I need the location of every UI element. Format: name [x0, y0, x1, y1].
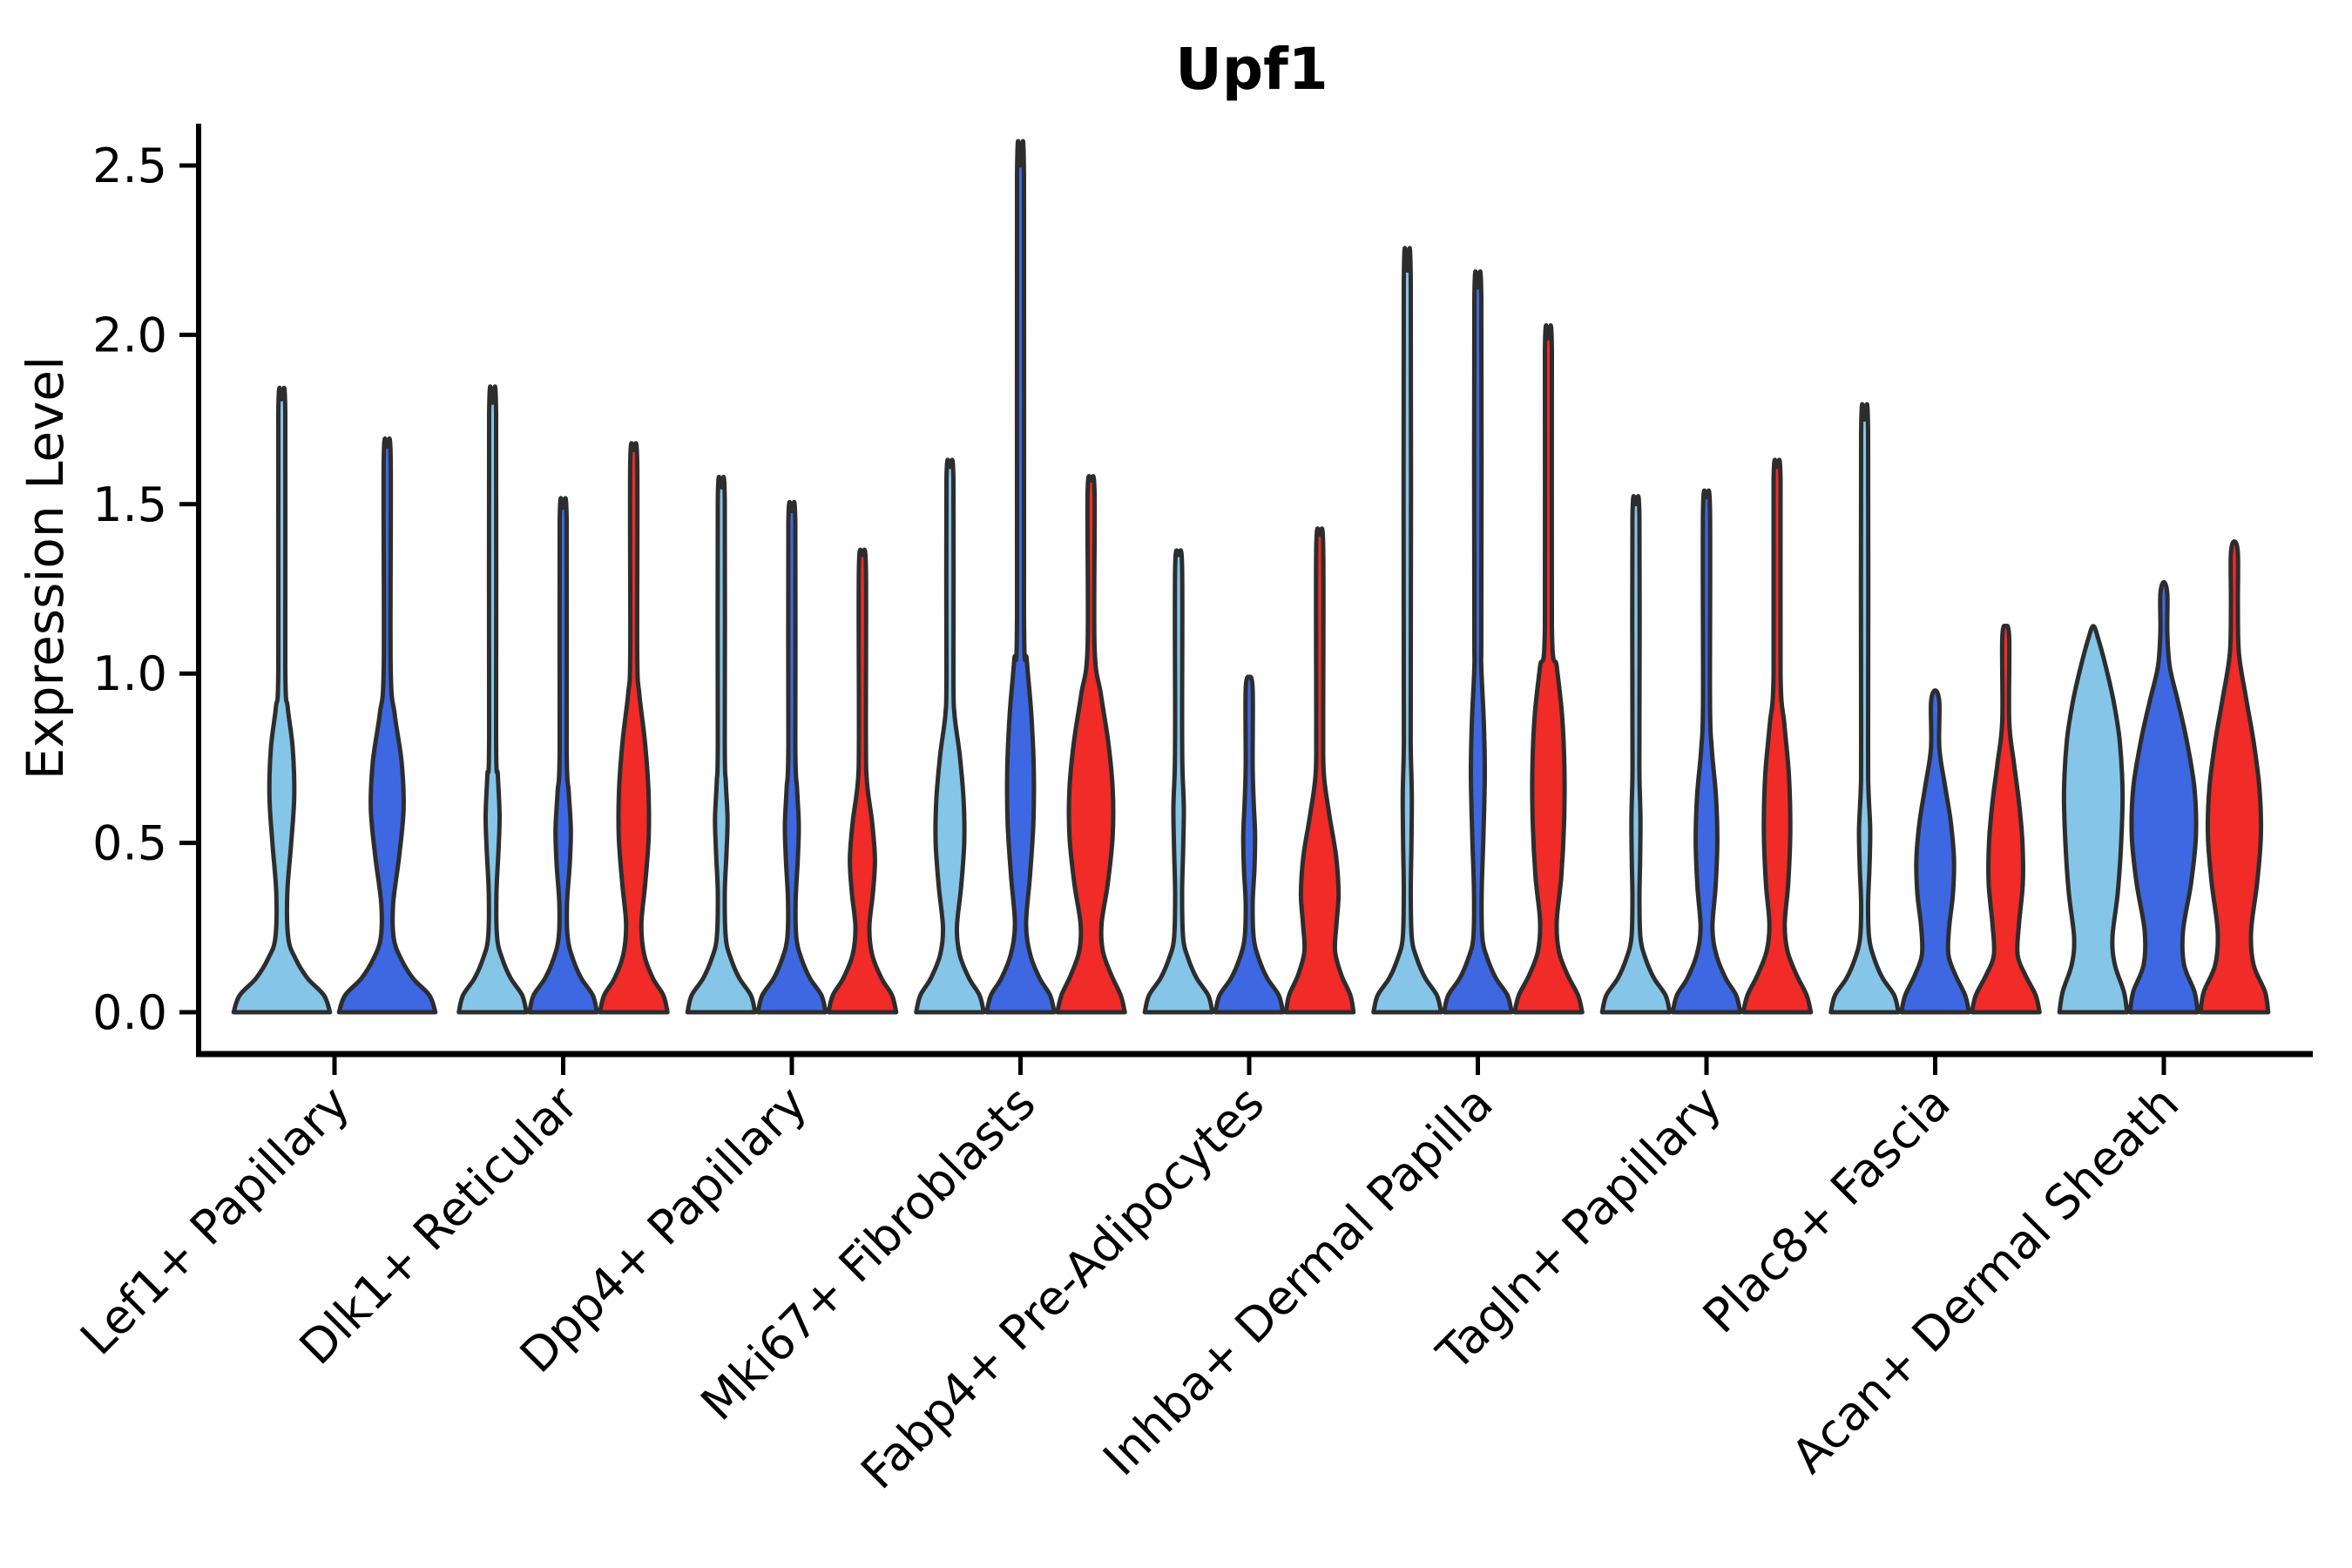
violin-fabp4-dark_blue [1213, 674, 1286, 1015]
plot-title: Upf1 [1175, 36, 1328, 103]
violin-dpp4-red [826, 547, 899, 1015]
y-tick-label: 1.5 [92, 477, 167, 532]
violin-lef1-light_blue [231, 385, 333, 1015]
violin-plac8-dark_blue [1899, 688, 1971, 1015]
x-tick-label: Plac8+ Fascia [1693, 1076, 1961, 1344]
violin-acan-red [2198, 539, 2271, 1015]
violin-plac8-light_blue [1828, 402, 1901, 1015]
violin-inhba-red [1512, 323, 1585, 1015]
violin-layer [231, 139, 2271, 1015]
x-tick-label: Inhba+ Dermal Papilla [1092, 1076, 1503, 1486]
y-tick-label: 0.5 [92, 816, 167, 871]
violin-fabp4-red [1283, 526, 1356, 1015]
violin-tagln-light_blue [1599, 494, 1673, 1015]
violin-inhba-dark_blue [1442, 269, 1514, 1015]
y-tick-label: 1.0 [92, 646, 167, 701]
violin-dlk1-light_blue [456, 384, 529, 1015]
violin-mki67-light_blue [914, 457, 986, 1015]
violin-tagln-dark_blue [1670, 488, 1743, 1015]
x-tick-label: Acan+ Dermal Sheath [1781, 1076, 2189, 1484]
violin-dpp4-light_blue [685, 474, 758, 1015]
violin-dpp4-dark_blue [755, 499, 828, 1015]
y-tick-label: 2.0 [92, 308, 167, 362]
violin-plac8-red [1970, 623, 2042, 1015]
violin-mki67-dark_blue [984, 139, 1057, 1015]
violin-acan-dark_blue [2127, 579, 2200, 1015]
violin-inhba-light_blue [1371, 246, 1443, 1015]
y-tick-label: 0.0 [92, 985, 167, 1040]
violin-mki67-red [1055, 474, 1127, 1015]
x-tick-label: Fabp4+ Pre-Adipocytes [850, 1076, 1274, 1500]
violin-fabp4-light_blue [1142, 548, 1215, 1015]
violin-tagln-red [1740, 457, 1814, 1015]
y-axis-label: Expression Level [16, 356, 75, 780]
violin-lef1-dark_blue [336, 436, 438, 1015]
violin-dlk1-red [598, 441, 670, 1015]
violin-acan-light_blue [2057, 624, 2130, 1015]
y-tick-label: 2.5 [92, 139, 167, 193]
violin-dlk1-dark_blue [527, 496, 599, 1015]
